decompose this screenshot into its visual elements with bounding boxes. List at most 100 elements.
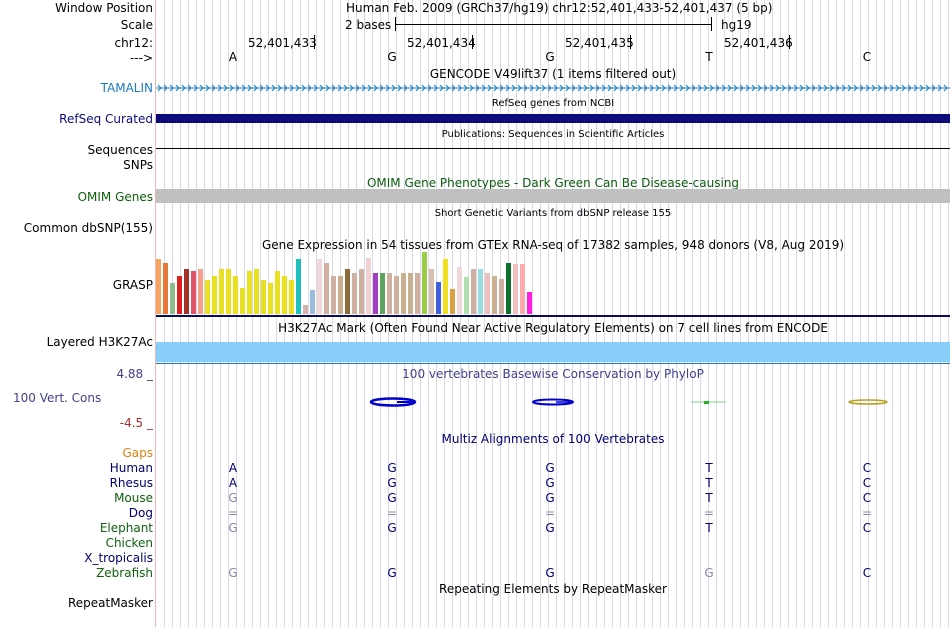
gtex-tissue-bar[interactable] [219,269,224,314]
position-tick-2 [472,35,473,49]
gtex-tissue-bar[interactable] [156,259,161,314]
gtex-tissue-bar[interactable] [492,276,497,314]
h3k27ac-signal[interactable] [156,342,950,362]
gtex-tissue-bar[interactable] [457,267,462,314]
gtex-tissue-bar[interactable] [359,269,364,314]
common-dbsnp-label[interactable]: Common dbSNP(155) [23,221,153,235]
gtex-tissue-bar[interactable] [401,273,406,314]
gtex-tissue-bar[interactable] [317,259,322,314]
refseq-gene-feature[interactable] [156,114,950,123]
phylop-logo-base-4 [691,401,726,404]
gtex-tissue-bar[interactable] [331,276,336,314]
gtex-tissue-bar[interactable] [443,259,448,314]
gtex-track-title: Gene Expression in 54 tissues from GTEx … [261,238,845,252]
gtex-tissue-bar[interactable] [464,277,469,314]
scale-bar [395,24,712,25]
gtex-tissue-bar[interactable] [296,259,301,314]
tamalin-gene-feature[interactable] [156,82,950,94]
gtex-tissue-bar[interactable] [261,280,266,314]
species-label-rhesus[interactable]: Rhesus [109,476,153,490]
gtex-tissue-bar[interactable] [352,273,357,314]
alignment-base: G [545,566,555,580]
gtex-tissue-bar[interactable] [170,283,175,314]
snps-track-label[interactable]: SNPs [123,158,153,172]
gtex-tissue-bar[interactable] [499,279,504,314]
gtex-tissue-bar[interactable] [429,269,434,314]
gtex-tissue-bar[interactable] [247,271,252,314]
dbsnp-track-title: Short Genetic Variants from dbSNP releas… [434,208,672,219]
gtex-tissue-bar[interactable] [527,292,532,314]
alignment-base: = [227,506,239,520]
tamalin-gene-label[interactable]: TAMALIN [100,81,153,95]
omim-gene-feature[interactable] [156,189,950,203]
gtex-tissue-bar[interactable] [471,269,476,314]
gtex-tissue-bar[interactable] [233,276,238,314]
gtex-tissue-bar[interactable] [408,273,413,314]
gtex-tissue-bar[interactable] [485,273,490,314]
alignment-base: C [862,491,872,505]
alignment-base: A [228,476,238,490]
phylop-logo-track[interactable] [156,395,950,411]
alignment-base: G [545,461,555,475]
species-label-elephant[interactable]: Elephant [99,521,153,535]
gtex-tissue-bar[interactable] [282,276,287,314]
gtex-tissue-bar[interactable] [177,276,182,314]
gtex-tissue-bar[interactable] [366,258,371,314]
gtex-tissue-bar[interactable] [506,263,511,314]
refseq-curated-label[interactable]: RefSeq Curated [59,112,153,126]
species-label-mouse[interactable]: Mouse [114,491,153,505]
gtex-tissue-bar[interactable] [205,280,210,314]
species-label-gaps[interactable]: Gaps [122,446,153,460]
gtex-tissue-bar[interactable] [436,282,441,314]
gtex-tissue-bar[interactable] [226,269,231,314]
gtex-tissue-bar[interactable] [212,276,217,314]
alignment-base: T [705,461,713,475]
gtex-tissue-bar[interactable] [240,288,245,314]
vert-cons-label[interactable]: 100 Vert. Cons [13,391,102,405]
gtex-tissue-bar[interactable] [289,280,294,314]
repeatmasker-label[interactable]: RepeatMasker [67,596,153,610]
gtex-tissue-bar[interactable] [478,269,483,314]
gtex-tissue-bar[interactable] [380,273,385,314]
gtex-tissue-bar[interactable] [345,269,350,314]
gtex-tissue-bar[interactable] [373,273,378,314]
species-label-human[interactable]: Human [109,461,153,475]
gtex-tissue-bar[interactable] [387,273,392,314]
grid-lines [164,0,949,627]
species-label-chicken[interactable]: Chicken [105,536,153,550]
sequences-track-label[interactable]: Sequences [87,143,153,157]
gtex-tissue-bar[interactable] [163,263,168,314]
alignment-base: G [387,491,397,505]
gtex-expression-chart[interactable] [156,252,536,314]
gtex-tissue-bar[interactable] [275,271,280,314]
layered-h3k27ac-label[interactable]: Layered H3K27Ac [46,335,153,349]
scale-label: Scale [120,18,153,32]
gtex-tissue-bar[interactable] [520,264,525,314]
species-label-x-tropicalis[interactable]: X_tropicalis [84,551,153,565]
alignment-base: G [545,491,555,505]
gtex-tissue-bar[interactable] [324,263,329,314]
gtex-tissue-bar[interactable] [338,276,343,314]
alignment-base: T [705,521,713,535]
gtex-tissue-bar[interactable] [184,269,189,314]
gtex-tissue-bar[interactable] [415,273,420,314]
gtex-tissue-bar[interactable] [394,276,399,314]
grasp-track-label[interactable]: GRASP [112,278,153,292]
species-label-zebrafish[interactable]: Zebrafish [96,566,153,580]
gtex-tissue-bar[interactable] [450,289,455,314]
gtex-tissue-bar[interactable] [268,283,273,314]
gtex-tissue-bar[interactable] [303,305,308,314]
species-label-dog[interactable]: Dog [128,506,153,520]
gtex-tissue-bar[interactable] [310,290,315,314]
gtex-tissue-bar[interactable] [198,269,203,314]
repeatmasker-track-title: Repeating Elements by RepeatMasker [439,582,667,596]
omim-genes-label[interactable]: OMIM Genes [77,190,153,204]
sequence-base-2: G [387,50,397,64]
window-position-value: Human Feb. 2009 (GRCh37/hg19) chr12:52,4… [346,1,773,15]
gtex-tissue-bar[interactable] [191,271,196,314]
position-label-4: 52,401,436 [724,36,793,50]
gtex-tissue-bar[interactable] [422,252,427,314]
gtex-tissue-bar[interactable] [254,269,259,314]
sequence-base-4: T [705,50,713,64]
gtex-tissue-bar[interactable] [513,264,518,314]
